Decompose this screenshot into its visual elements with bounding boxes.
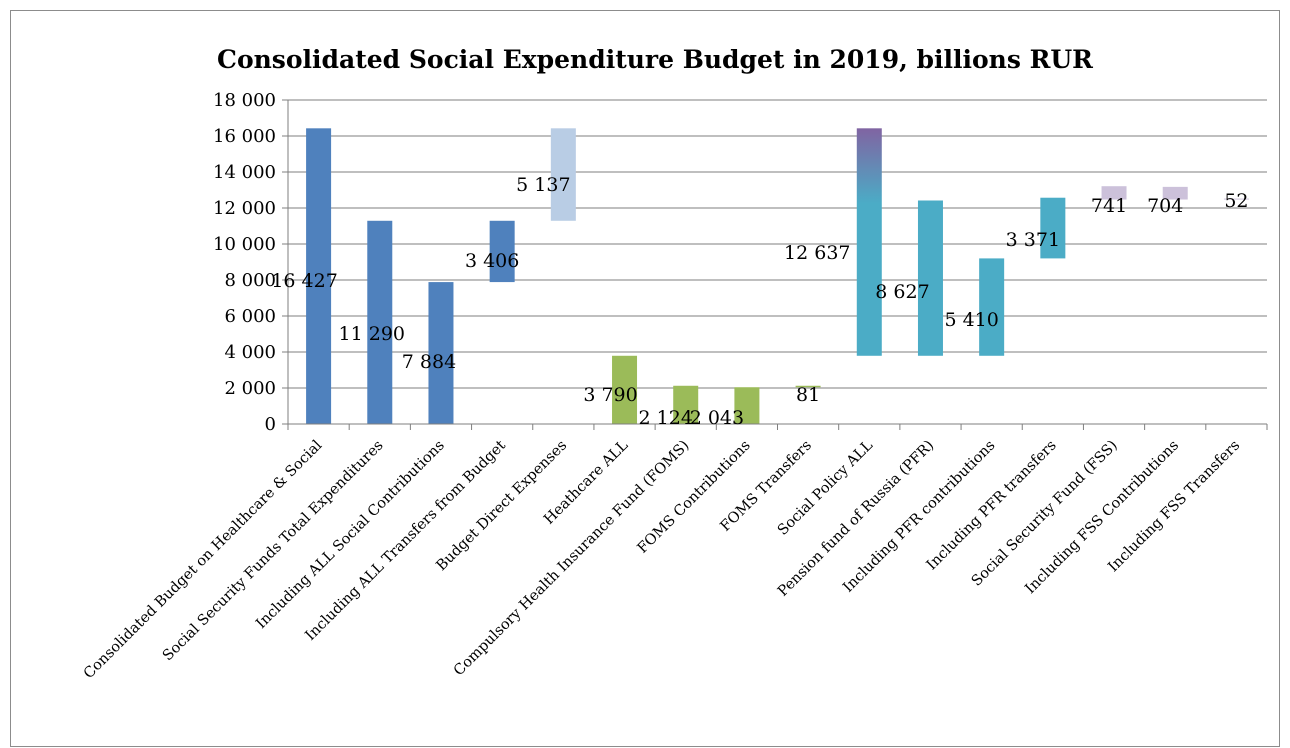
x-tick-label: Compulsory Health Insurance Fund (FOMS) (451, 438, 693, 680)
y-tick-label: 16 000 (213, 126, 276, 147)
data-label: 2 124 (639, 407, 693, 429)
data-label: 3 371 (1006, 229, 1060, 251)
bar-12 (1040, 197, 1066, 259)
y-tick-label: 12 000 (213, 198, 276, 219)
data-label: 3 406 (465, 250, 519, 272)
y-tick-label: 0 (265, 414, 276, 435)
y-tick-label: 10 000 (213, 234, 276, 255)
data-label: 704 (1147, 195, 1183, 217)
data-label: 3 790 (583, 384, 637, 406)
axes (282, 99, 1268, 430)
y-tick-label: 14 000 (213, 162, 276, 183)
x-tick-label: Social Security Funds Total Expenditures (160, 438, 387, 665)
bar-2 (428, 282, 454, 424)
y-tick-label: 6 000 (224, 306, 276, 327)
bar-6 (673, 385, 699, 424)
bar-11 (979, 258, 1005, 356)
x-tick-label: Including FSS Transfers (1105, 438, 1243, 576)
y-tick-label: 18 000 (213, 90, 276, 111)
data-label: 81 (796, 384, 820, 406)
bar-10 (917, 200, 943, 356)
bar-4 (550, 128, 576, 221)
y-tick-label: 8 000 (224, 270, 276, 291)
x-tick-label: Including PFR transfers (924, 438, 1060, 574)
bars (306, 128, 1249, 424)
bar-14 (1162, 186, 1188, 200)
data-label: 16 427 (271, 270, 337, 292)
data-label: 11 290 (339, 323, 405, 345)
chart-title: Consolidated Social Expenditure Budget i… (217, 45, 1093, 74)
y-axis-tick-labels: 0 2 000 4 000 6 000 8 000 10 000 12 000 14 000 1… (213, 90, 276, 435)
data-label: 7 884 (402, 351, 456, 373)
x-axis-category-labels: Consolidated Budget on Healthcare & Soci… (81, 437, 1243, 682)
bar-13 (1101, 186, 1127, 200)
data-label: 12 637 (784, 242, 850, 264)
x-tick-label: FOMS Contributions (635, 438, 754, 557)
data-label: 2 043 (690, 407, 744, 429)
y-tick-label: 4 000 (224, 342, 276, 363)
bar-5 (612, 355, 638, 424)
y-tick-label: 2 000 (224, 378, 276, 399)
chart-frame: Consolidated Social Expenditure Budget i… (10, 10, 1280, 747)
data-label: 5 410 (944, 309, 998, 331)
data-label: 8 627 (875, 281, 929, 303)
bar-9 (856, 128, 882, 356)
x-tick-label: Consolidated Budget on Healthcare & Soci… (81, 437, 326, 682)
bar-chart: Consolidated Social Expenditure Budget i… (81, 45, 1268, 682)
bar-1 (367, 220, 393, 424)
bar-0 (306, 128, 332, 424)
bar-15 (1223, 198, 1249, 200)
bar-7 (734, 387, 760, 424)
data-label: 52 (1224, 190, 1248, 212)
x-tick-label: Budget Direct Expenses (433, 438, 570, 575)
bar-8 (795, 385, 821, 388)
data-label: 741 (1091, 195, 1127, 217)
data-label: 5 137 (516, 174, 570, 196)
bar-3 (489, 220, 515, 283)
